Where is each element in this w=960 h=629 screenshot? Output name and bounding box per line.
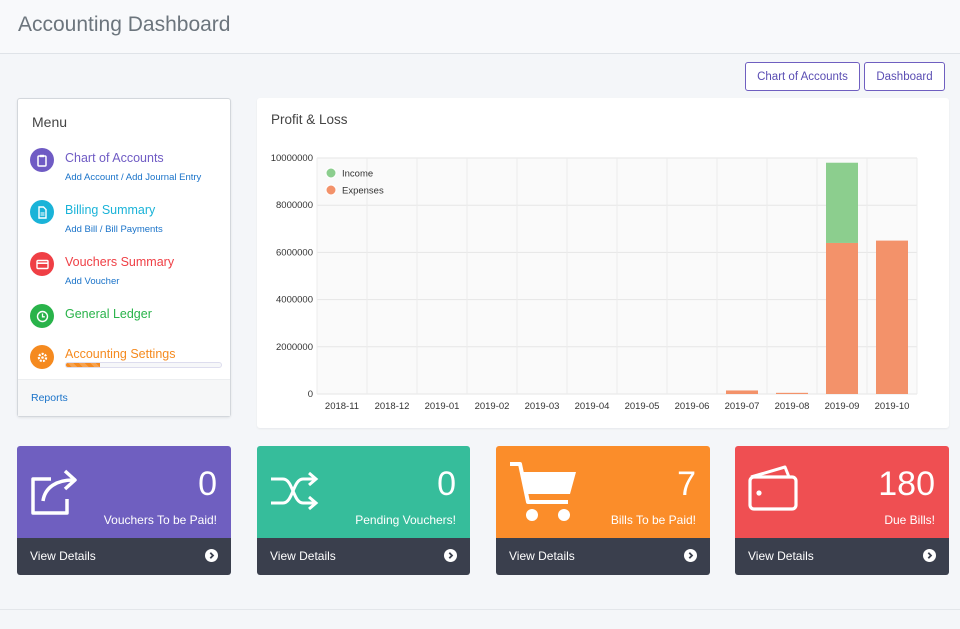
settings-progress-bar bbox=[65, 362, 222, 368]
shuffle-icon bbox=[269, 463, 321, 522]
stat-label: Due Bills! bbox=[884, 513, 935, 527]
settings-progress-fill bbox=[66, 363, 101, 367]
profit-loss-chart: 0 2000000 4000000 6000000 8000000 10000000 201… bbox=[271, 153, 918, 412]
chart-of-accounts-button[interactable]: Chart of Accounts bbox=[745, 62, 860, 91]
cart-icon bbox=[508, 460, 580, 531]
stat-card-body: 0 Vouchers To be Paid! bbox=[17, 446, 231, 538]
income-bar bbox=[826, 162, 858, 243]
menu-footer: Reports bbox=[18, 379, 230, 416]
x-tick-label: 2019-02 bbox=[475, 401, 510, 412]
x-tick-label: 2018-12 bbox=[375, 401, 410, 412]
x-tick-label: 2018-11 bbox=[325, 401, 359, 412]
view-details-label: View Details bbox=[509, 549, 575, 563]
vouchers-summary-sublinks: Add Voucher bbox=[65, 276, 119, 287]
stat-card-body: 0 Pending Vouchers! bbox=[257, 446, 470, 538]
y-tick-label: 2000000 bbox=[276, 342, 313, 353]
expenses-bar bbox=[776, 392, 808, 394]
y-tick-label: 8000000 bbox=[276, 200, 313, 211]
clock-icon bbox=[30, 304, 54, 328]
add-voucher-link[interactable]: Add Voucher bbox=[65, 276, 120, 287]
stat-value: 0 bbox=[437, 465, 456, 503]
legend-marker bbox=[325, 167, 337, 179]
footer-divider bbox=[0, 609, 960, 610]
page-title: Accounting Dashboard bbox=[18, 13, 231, 36]
stat-card-due-bills: 180 Due Bills! View Details bbox=[735, 446, 949, 575]
bill-payments-link[interactable]: Bill Payments bbox=[105, 224, 163, 235]
chart-of-accounts-sublinks: Add Account / Add Journal Entry bbox=[65, 172, 202, 183]
chevron-right-circle-icon bbox=[923, 549, 936, 562]
share-icon bbox=[29, 463, 81, 522]
credit-card-icon bbox=[30, 252, 54, 276]
x-tick-label: 2019-03 bbox=[525, 401, 560, 412]
reports-link[interactable]: Reports bbox=[31, 392, 68, 404]
view-details-link[interactable]: View Details bbox=[735, 538, 949, 575]
legend-label: Expenses bbox=[342, 186, 384, 197]
y-tick-label: 0 bbox=[308, 389, 313, 400]
x-tick-label: 2019-05 bbox=[625, 401, 660, 412]
gear-icon bbox=[30, 345, 54, 369]
legend-marker bbox=[325, 184, 337, 196]
chevron-right-circle-icon bbox=[684, 549, 697, 562]
add-account-link[interactable]: Add Account bbox=[65, 172, 119, 183]
expenses-bar bbox=[876, 240, 908, 394]
page-header: Accounting Dashboard bbox=[0, 0, 960, 54]
stat-value: 7 bbox=[677, 465, 696, 503]
stat-label: Vouchers To be Paid! bbox=[103, 513, 217, 527]
y-tick-label: 10000000 bbox=[271, 153, 313, 164]
view-details-link[interactable]: View Details bbox=[257, 538, 470, 575]
accounting-settings-link[interactable]: Accounting Settings bbox=[65, 347, 176, 361]
stat-value: 0 bbox=[198, 465, 217, 503]
menu-title: Menu bbox=[32, 114, 68, 130]
x-tick-label: 2019-07 bbox=[725, 401, 760, 412]
x-tick-label: 2019-01 bbox=[425, 401, 460, 412]
x-tick-label: 2019-04 bbox=[575, 401, 610, 412]
chevron-right-circle-icon bbox=[205, 549, 218, 562]
stat-label: Pending Vouchers! bbox=[355, 513, 456, 527]
clipboard-icon bbox=[30, 148, 54, 172]
view-details-link[interactable]: View Details bbox=[496, 538, 710, 575]
view-details-label: View Details bbox=[270, 549, 336, 563]
general-ledger-link[interactable]: General Ledger bbox=[65, 307, 152, 321]
stat-card-vouchers-to-be-paid: 0 Vouchers To be Paid! View Details bbox=[17, 446, 231, 575]
stat-card-pending-vouchers: 0 Pending Vouchers! View Details bbox=[257, 446, 470, 575]
x-tick-label: 2019-06 bbox=[675, 401, 710, 412]
wallet-icon bbox=[747, 463, 801, 520]
stat-value: 180 bbox=[878, 465, 935, 503]
y-tick-label: 4000000 bbox=[276, 295, 313, 306]
chart-title: Profit & Loss bbox=[271, 112, 348, 127]
view-details-label: View Details bbox=[30, 549, 96, 563]
view-details-link[interactable]: View Details bbox=[17, 538, 231, 575]
add-bill-link[interactable]: Add Bill bbox=[65, 224, 98, 235]
x-tick-label: 2019-10 bbox=[875, 401, 910, 412]
view-details-label: View Details bbox=[748, 549, 814, 563]
billing-summary-link[interactable]: Billing Summary bbox=[65, 203, 156, 217]
x-tick-label: 2019-09 bbox=[825, 401, 860, 412]
chevron-right-circle-icon bbox=[444, 549, 457, 562]
menu-panel: Menu Chart of Accounts Add Account / Add… bbox=[17, 98, 231, 417]
dashboard-button[interactable]: Dashboard bbox=[864, 62, 945, 91]
stat-card-bills-to-be-paid: 7 Bills To be Paid! View Details bbox=[496, 446, 710, 575]
vouchers-summary-link[interactable]: Vouchers Summary bbox=[65, 255, 175, 269]
stat-label: Bills To be Paid! bbox=[610, 513, 696, 527]
chart-of-accounts-link[interactable]: Chart of Accounts bbox=[65, 151, 164, 165]
profit-loss-card: Profit & Loss 0 2000000 4000000 6000000 8000… bbox=[257, 98, 949, 428]
add-journal-entry-link[interactable]: Add Journal Entry bbox=[125, 172, 202, 183]
expenses-bar bbox=[826, 242, 858, 394]
legend-label: Income bbox=[342, 169, 373, 180]
stat-card-body: 180 Due Bills! bbox=[735, 446, 949, 538]
y-tick-label: 6000000 bbox=[276, 247, 313, 258]
document-icon bbox=[30, 200, 54, 224]
stat-card-body: 7 Bills To be Paid! bbox=[496, 446, 710, 538]
expenses-bar bbox=[726, 390, 758, 394]
billing-summary-sublinks: Add Bill / Bill Payments bbox=[65, 224, 163, 235]
x-tick-label: 2019-08 bbox=[775, 401, 810, 412]
